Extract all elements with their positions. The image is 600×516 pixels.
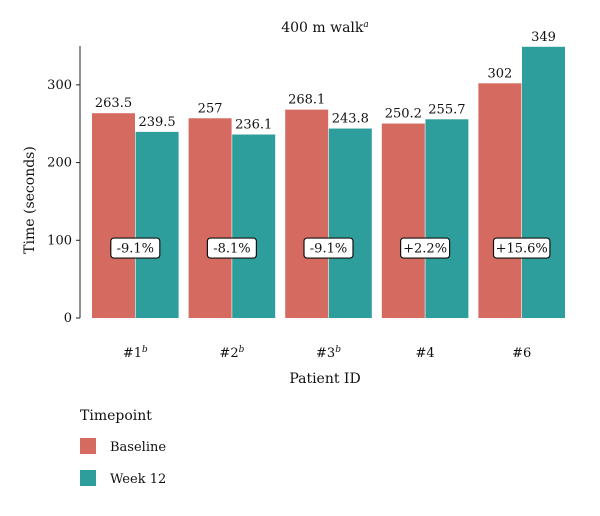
change-label: -9.1% (110, 237, 161, 259)
change-label-box (400, 237, 451, 259)
bar-value-label: 243.8 (332, 112, 369, 127)
bar-value-label: 268.1 (288, 93, 325, 108)
change-label: -8.1% (206, 237, 257, 259)
change-label-text: -8.1% (213, 242, 250, 257)
bar-week-12 (522, 46, 565, 319)
change-label-text: -9.1% (310, 242, 347, 257)
bar-week-12 (328, 128, 372, 318)
bar-value-label: 236.1 (235, 118, 272, 133)
x-tick-superscript: b (239, 345, 245, 355)
legend-title: Timepoint (80, 408, 152, 424)
change-label-box (110, 237, 161, 259)
x-tick-label-text: #2 (219, 346, 238, 361)
legend-swatch (80, 438, 96, 454)
x-tick-label-text: #3 (316, 346, 335, 361)
x-tick-label: #6 (512, 346, 531, 361)
x-axis-title: Patient ID (289, 371, 360, 387)
change-label: +15.6% (492, 237, 551, 259)
x-tick-label: #4 (416, 346, 435, 361)
legend-swatch (80, 470, 96, 486)
change-label-text: +15.6% (496, 242, 548, 257)
bar-baseline (188, 118, 232, 318)
bar-baseline (92, 113, 135, 318)
bar-value-labels: 263.5 257 268.1 250.2 302 239.5 236.1 243.8 255.… (95, 30, 556, 133)
x-tick-label: #1b (123, 345, 148, 361)
bar-value-label: 302 (487, 66, 512, 81)
x-tick-label: #3b (316, 345, 341, 361)
change-label-box (303, 237, 354, 259)
legend-label: Baseline (110, 440, 166, 455)
y-axis-ticks: 0 100 200 300 (47, 78, 80, 326)
bar-week-12 (232, 134, 276, 318)
change-label-text: +2.2% (403, 242, 447, 257)
x-axis-ticks: #1b #2b #3b #4 #6 (123, 345, 531, 361)
legend: Baseline Week 12 (80, 438, 166, 487)
change-label-text: -9.1% (117, 242, 154, 257)
y-axis-title: Time (seconds) (22, 146, 38, 254)
change-label-box (492, 237, 551, 259)
change-labels: -9.1% -8.1% -9.1% +2.2% +15.6% (110, 237, 551, 259)
x-tick-superscript: b (335, 345, 341, 355)
x-tick-label-text: #4 (416, 346, 435, 361)
x-tick-superscript: b (142, 345, 148, 355)
x-tick-label: #2b (219, 345, 244, 361)
bar-week-12 (135, 131, 179, 318)
chart-title-superscript: a (363, 20, 368, 30)
change-label-box (206, 237, 257, 259)
change-label: -9.1% (303, 237, 354, 259)
bar-value-label: 255.7 (428, 102, 465, 117)
chart-title-text: 400 m walk (281, 20, 364, 36)
y-tick-label: 100 (47, 233, 72, 248)
bar-value-label: 349 (531, 30, 556, 45)
bars (92, 46, 565, 319)
change-label: +2.2% (400, 237, 451, 259)
bar-baseline (285, 109, 329, 318)
y-tick-label: 200 (47, 156, 72, 171)
y-tick-label: 300 (47, 78, 72, 93)
y-tick-label: 0 (64, 311, 72, 326)
x-tick-label-text: #6 (512, 346, 531, 361)
bar-baseline (478, 83, 522, 318)
legend-label: Week 12 (110, 472, 166, 487)
bar-baseline (381, 123, 425, 318)
x-tick-label-text: #1 (123, 346, 142, 361)
bar-value-label: 263.5 (95, 96, 132, 111)
bar-value-label: 239.5 (138, 115, 175, 130)
bar-value-label: 257 (198, 101, 223, 116)
bar-value-label: 250.2 (385, 107, 422, 122)
bar-week-12 (425, 119, 469, 318)
chart-title: 400 m walka (281, 20, 369, 36)
